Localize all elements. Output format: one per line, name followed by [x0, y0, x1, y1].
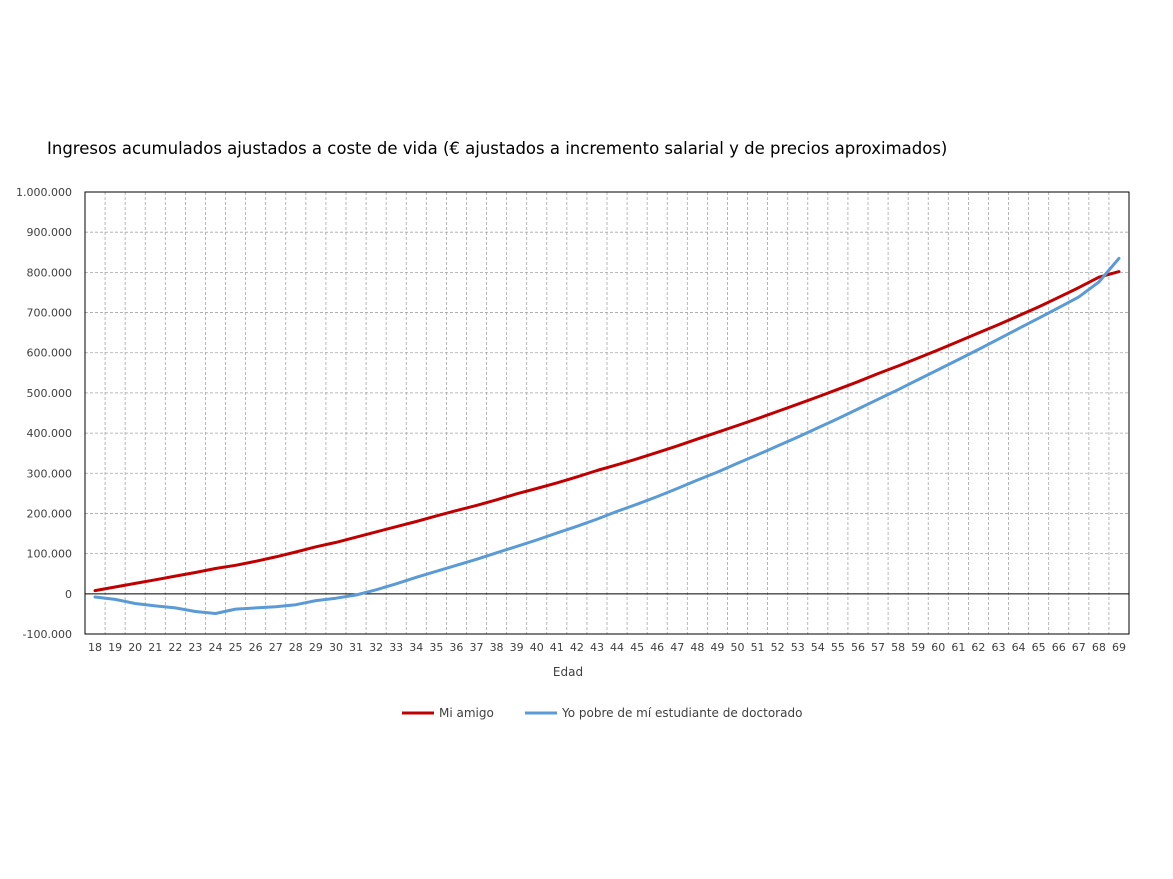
y-tick-label: 1.000.000	[16, 186, 72, 199]
x-tick-label: 63	[992, 641, 1006, 654]
series-line-2	[93, 256, 1121, 615]
x-tick-label: 53	[791, 641, 805, 654]
y-tick-label: 500.000	[27, 387, 73, 400]
y-tick-label: 300.000	[27, 467, 73, 480]
x-tick-label: 32	[369, 641, 383, 654]
x-tick-label: 45	[630, 641, 644, 654]
x-tick-label: 57	[871, 641, 885, 654]
x-tick-label: 50	[731, 641, 745, 654]
x-tick-label: 25	[229, 641, 243, 654]
x-tick-label: 42	[570, 641, 584, 654]
x-tick-label: 23	[188, 641, 202, 654]
x-tick-label: 43	[590, 641, 604, 654]
x-tick-label: 58	[891, 641, 905, 654]
x-tick-label: 19	[108, 641, 122, 654]
x-tick-label: 38	[490, 641, 504, 654]
x-tick-label: 47	[670, 641, 684, 654]
x-tick-label: 67	[1072, 641, 1086, 654]
chart-title: Ingresos acumulados ajustados a coste de…	[47, 139, 947, 158]
x-tick-label: 60	[931, 641, 945, 654]
y-tick-label: 900.000	[27, 226, 73, 239]
legend-label-1: Mi amigo	[439, 706, 494, 720]
x-tick-label: 44	[610, 641, 624, 654]
y-axis-tick-labels: -100.000 0 100.000 200.000 300.000 400.000 500…	[16, 186, 72, 641]
x-tick-label: 68	[1092, 641, 1106, 654]
y-tick-label: 0	[65, 588, 72, 601]
y-tick-label: 200.000	[27, 507, 73, 520]
x-tick-label: 56	[851, 641, 865, 654]
gridlines	[85, 192, 1129, 634]
plot-frame	[84, 191, 1130, 635]
x-tick-label: 33	[389, 641, 403, 654]
legend: Mi amigo Yo pobre de mí estudiante de doc…	[402, 706, 802, 720]
x-tick-label: 20	[128, 641, 142, 654]
x-tick-label: 65	[1032, 641, 1046, 654]
y-tick-label: 700.000	[27, 307, 73, 320]
x-tick-label: 28	[289, 641, 303, 654]
x-tick-label: 22	[168, 641, 182, 654]
x-tick-label: 29	[309, 641, 323, 654]
plot-border	[84, 191, 1130, 635]
x-tick-label: 51	[751, 641, 765, 654]
y-tick-label: 400.000	[27, 427, 73, 440]
y-tick-label: -100.000	[23, 628, 72, 641]
legend-label-2: Yo pobre de mí estudiante de doctorado	[561, 706, 802, 720]
x-tick-label: 26	[249, 641, 263, 654]
x-tick-label: 62	[971, 641, 985, 654]
x-tick-label: 41	[550, 641, 564, 654]
x-tick-label: 39	[510, 641, 524, 654]
x-tick-label: 66	[1052, 641, 1066, 654]
series-line-1	[93, 270, 1121, 593]
x-tick-label: 49	[710, 641, 724, 654]
x-tick-label: 31	[349, 641, 363, 654]
x-tick-label: 52	[771, 641, 785, 654]
x-tick-label: 69	[1112, 641, 1126, 654]
x-tick-label: 46	[650, 641, 664, 654]
x-tick-label: 27	[269, 641, 283, 654]
x-tick-label: 35	[429, 641, 443, 654]
x-tick-label: 34	[409, 641, 423, 654]
x-tick-label: 55	[831, 641, 845, 654]
x-tick-label: 36	[449, 641, 463, 654]
x-tick-label: 18	[88, 641, 102, 654]
x-tick-label: 30	[329, 641, 343, 654]
x-tick-label: 59	[911, 641, 925, 654]
x-tick-label: 48	[690, 641, 704, 654]
x-tick-label: 54	[811, 641, 825, 654]
x-tick-label: 37	[470, 641, 484, 654]
x-axis-title: Edad	[553, 665, 583, 679]
y-tick-label: 600.000	[27, 347, 73, 360]
series-lines	[93, 256, 1121, 615]
x-tick-label: 24	[209, 641, 223, 654]
x-tick-label: 40	[530, 641, 544, 654]
y-tick-label: 100.000	[27, 548, 73, 561]
x-tick-label: 21	[148, 641, 162, 654]
x-tick-label: 61	[951, 641, 965, 654]
x-tick-label: 64	[1012, 641, 1026, 654]
x-axis-tick-labels: 18 19 20 21 22 23 24 25 26 27 28 29 30 31 32 33 34 35 36 37…	[88, 641, 1126, 654]
y-tick-label: 800.000	[27, 266, 73, 279]
